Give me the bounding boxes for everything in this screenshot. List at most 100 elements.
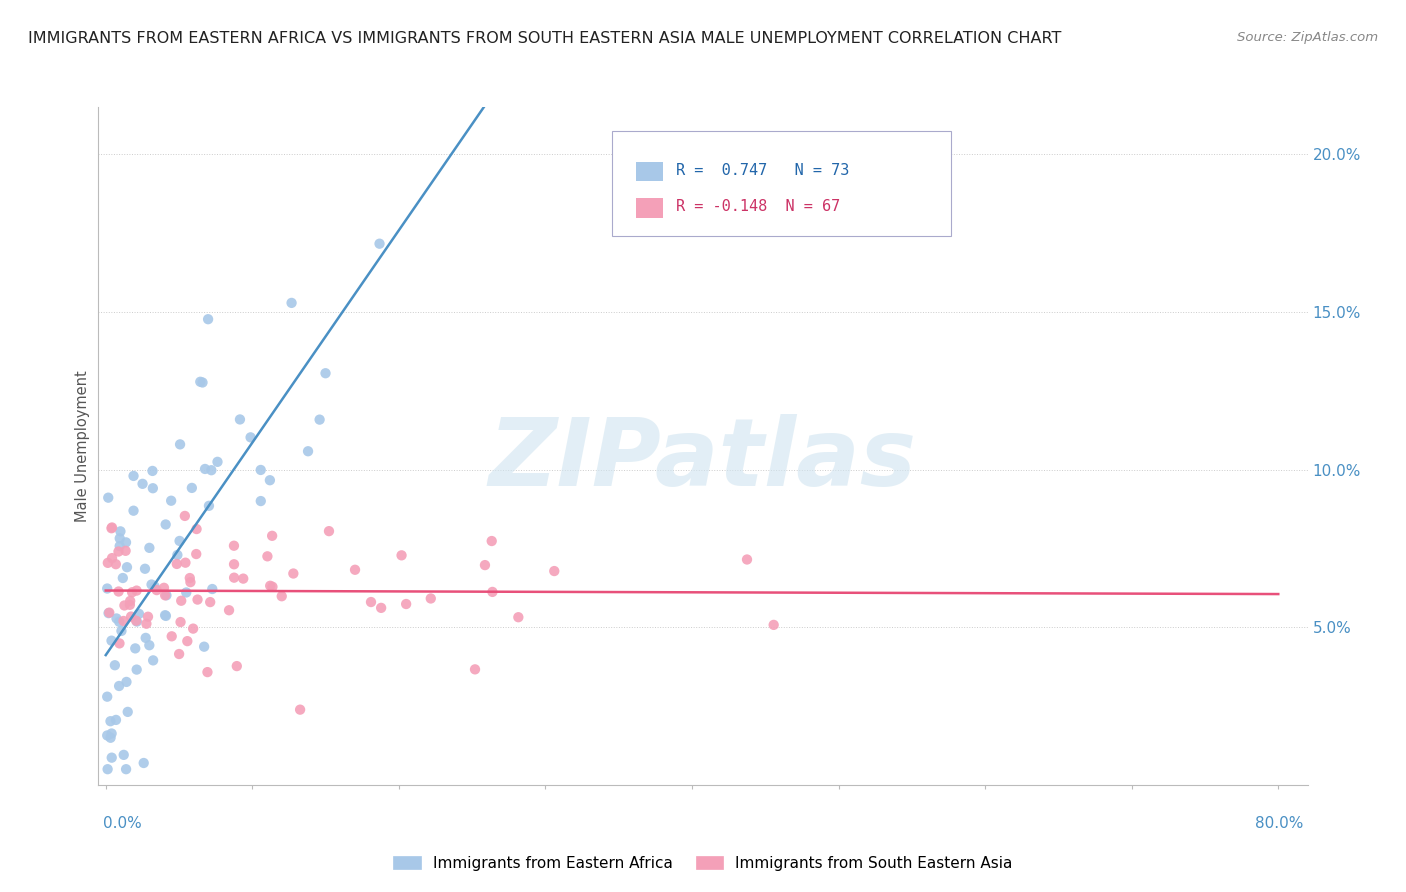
Point [762,618,785,632]
Point [259,473,281,487]
Point [262,580,284,594]
Point [153,608,176,623]
Point [107,544,129,558]
Point [481,585,503,599]
Point [112,599,135,613]
Point [98,606,121,620]
Point [200,463,222,477]
Point [191,376,214,390]
Point [100,521,122,535]
Point [232,572,254,586]
Point [108,615,131,629]
Text: 80.0%: 80.0% [1256,816,1303,831]
Point [138,638,160,652]
Point [193,640,215,654]
Point [167,647,190,661]
Point [118,598,141,612]
Text: ZIPatlas: ZIPatlas [489,414,917,506]
Point [201,582,224,596]
Point [391,549,413,563]
Point [101,520,124,534]
Point [120,609,142,624]
Point [166,557,188,571]
Point [197,665,219,679]
Point [110,624,132,638]
Point [135,616,157,631]
Point [186,592,208,607]
Point [100,714,122,729]
Point [169,533,191,548]
FancyBboxPatch shape [637,161,664,181]
Point [222,539,245,553]
Point [280,296,302,310]
Point [125,663,148,677]
Point [173,508,195,523]
Y-axis label: Male Unemployment: Male Unemployment [75,370,90,522]
Point [174,556,197,570]
Legend: Immigrants from Eastern Africa, Immigrants from South Eastern Asia: Immigrants from Eastern Africa, Immigran… [388,851,1018,875]
Point [207,455,229,469]
Point [180,481,202,495]
Point [134,562,156,576]
Point [100,750,122,764]
Point [174,585,197,599]
Point [100,633,122,648]
Point [136,609,159,624]
Point [179,575,201,590]
Point [104,558,127,572]
Point [344,563,367,577]
Point [112,614,135,628]
Point [112,747,135,762]
Point [135,631,157,645]
Point [262,529,284,543]
Point [508,610,530,624]
Point [97,762,120,776]
Point [153,581,176,595]
Point [155,608,177,623]
Point [153,588,176,602]
Point [318,524,340,538]
Point [368,236,391,251]
Point [111,571,134,585]
Text: R = -0.148  N = 67: R = -0.148 N = 67 [676,199,841,214]
Point [270,589,292,603]
Point [176,634,198,648]
Point [100,731,122,745]
Point [120,594,142,608]
Text: Source: ZipAtlas.com: Source: ZipAtlas.com [1237,31,1378,45]
Point [225,659,247,673]
Point [169,437,191,451]
Point [186,522,208,536]
Text: R =  0.747   N = 73: R = 0.747 N = 73 [676,162,849,178]
Point [239,430,262,444]
Point [308,412,330,426]
Point [181,622,204,636]
Point [122,469,145,483]
Point [143,580,166,594]
Point [224,571,246,585]
Point [125,615,148,629]
Point [419,591,441,606]
Point [249,463,271,477]
Point [108,679,131,693]
Point [197,312,219,326]
Point [117,705,139,719]
Point [259,579,281,593]
Point [169,615,191,629]
Point [198,595,221,609]
Point [155,588,177,602]
Point [125,583,148,598]
Point [115,560,138,574]
Point [104,713,127,727]
Point [370,600,392,615]
Point [188,375,211,389]
Point [315,366,337,380]
Point [108,532,131,546]
Point [481,534,503,549]
Point [229,412,252,426]
Point [101,551,124,566]
Point [122,504,145,518]
Point [474,558,496,573]
Point [97,491,120,505]
Point [110,524,132,539]
